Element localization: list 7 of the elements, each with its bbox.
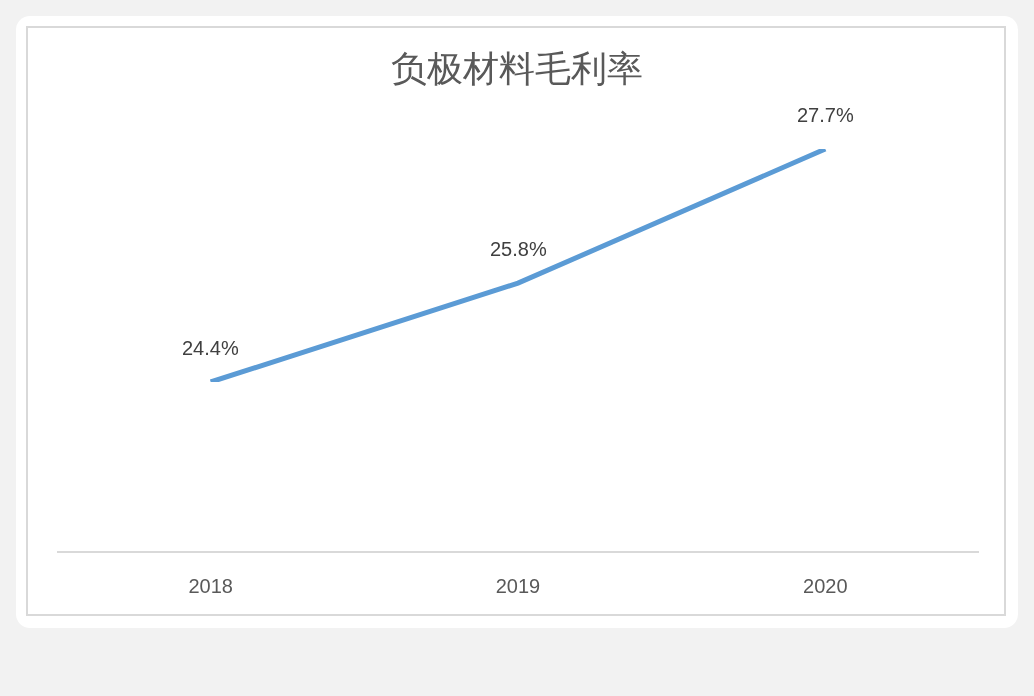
data-label: 24.4% <box>182 337 239 359</box>
data-label: 27.7% <box>797 104 854 126</box>
x-tick-label: 2020 <box>803 575 848 597</box>
chart-title: 负极材料毛利率 <box>391 48 643 89</box>
data-label: 25.8% <box>490 238 547 260</box>
x-tick-label: 2018 <box>188 575 233 597</box>
x-tick-label: 2019 <box>495 575 541 597</box>
